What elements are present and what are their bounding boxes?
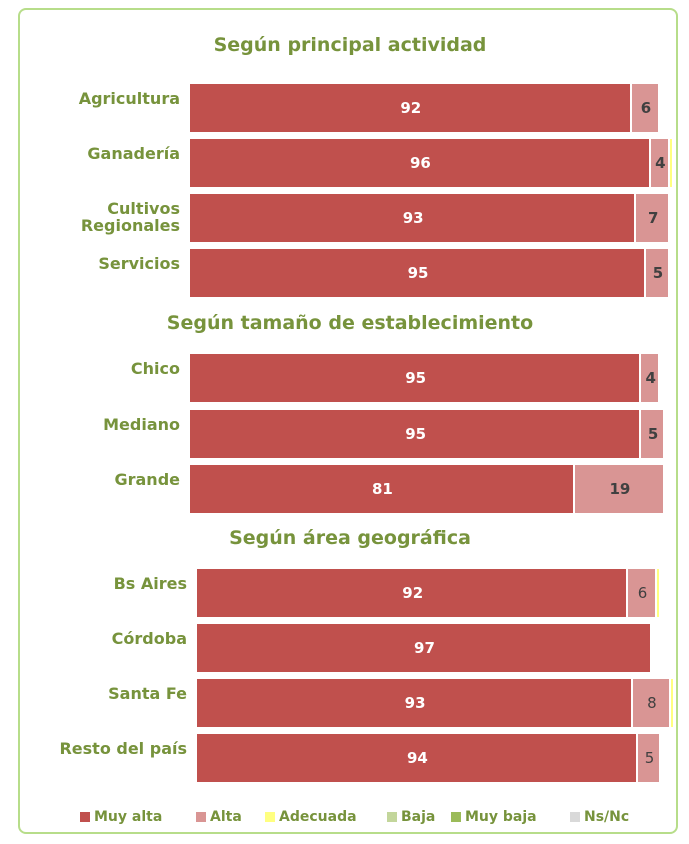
data-label: 95: [407, 264, 429, 282]
data-label: 4: [645, 369, 656, 387]
bar-segment: [641, 354, 661, 402]
section-title: Según área geográfica: [229, 527, 471, 549]
section-title: Según tamaño de establecimiento: [166, 312, 534, 334]
data-label: 6: [637, 584, 648, 602]
legend-swatch: [196, 812, 206, 822]
legend-swatch: [387, 812, 397, 822]
bar-segment: [637, 734, 662, 782]
data-label: 92: [400, 99, 422, 117]
bar-segment: [656, 569, 662, 617]
bar-segment: [646, 249, 670, 297]
bar-segment: [190, 84, 632, 132]
chart-frame: [18, 8, 678, 834]
bar-segment: [641, 409, 665, 458]
data-label: 4: [655, 154, 666, 172]
data-label: 19: [609, 480, 631, 498]
bar-segment: [628, 569, 657, 617]
category-label: Resto del país: [59, 739, 187, 758]
category-label: Servicios: [98, 254, 180, 273]
category-label: Cultivos Regionales: [80, 199, 180, 235]
legend-label: Alta: [210, 809, 242, 825]
bar-segment: [190, 194, 637, 242]
category-label: Chico: [130, 359, 180, 378]
bar-segment: [190, 409, 642, 458]
bar-segment: [631, 84, 661, 132]
bar-segment: [197, 624, 652, 672]
data-label: 7: [647, 209, 659, 227]
bar-segment: [197, 679, 634, 727]
data-label: 93: [402, 209, 424, 227]
data-label: 93: [404, 694, 426, 712]
legend-label: Ns/Nc: [584, 809, 630, 825]
legend-item: Alta: [196, 808, 242, 826]
data-label: 92: [402, 584, 424, 602]
data-label: 5: [652, 264, 664, 282]
data-label: 94: [406, 749, 428, 767]
data-label: 95: [405, 369, 427, 387]
data-label: 5: [647, 424, 659, 443]
legend-label: Muy alta: [94, 809, 163, 825]
bar-segment: [190, 354, 642, 402]
legend-label: Muy baja: [465, 809, 537, 825]
data-label: 95: [405, 424, 427, 443]
section-title: Según principal actividad: [213, 34, 487, 56]
category-label: Córdoba: [111, 629, 187, 648]
bar-segment: [650, 139, 670, 187]
bar-segment: [190, 139, 651, 187]
category-label: Bs Aires: [113, 574, 187, 593]
data-label: 5: [644, 749, 655, 767]
category-label: Grande: [114, 470, 180, 489]
legend-swatch: [265, 812, 275, 822]
legend-item: Ns/Nc: [570, 808, 629, 826]
bar-segment: [670, 679, 674, 727]
data-label: 96: [409, 154, 431, 172]
legend-label: Adecuada: [279, 809, 357, 825]
category-label: Agricultura: [78, 89, 180, 108]
legend-item: Muy alta: [80, 808, 162, 826]
legend-swatch: [80, 812, 90, 822]
data-label: 97: [414, 639, 435, 657]
bar-segment: [197, 569, 629, 617]
bar-segment: [197, 734, 638, 782]
bar-segment: [190, 465, 575, 513]
legend-swatch: [570, 812, 580, 822]
category-label: Santa Fe: [108, 684, 187, 703]
data-label: 81: [371, 480, 393, 498]
legend-swatch: [451, 812, 461, 822]
legend-item: Baja: [387, 808, 435, 826]
legend-item: Muy baja: [451, 808, 537, 826]
category-label: Mediano: [103, 414, 180, 434]
data-label: 8: [647, 694, 657, 712]
legend-item: Adecuada: [265, 808, 357, 826]
data-label: 6: [640, 99, 652, 117]
legend-label: Baja: [401, 809, 436, 825]
category-label: Ganadería: [87, 144, 180, 163]
bar-segment: [574, 465, 665, 513]
bar-segment: [636, 194, 670, 242]
bar-segment: [670, 139, 673, 187]
bar-segment: [633, 679, 671, 727]
bar-segment: [190, 249, 646, 297]
